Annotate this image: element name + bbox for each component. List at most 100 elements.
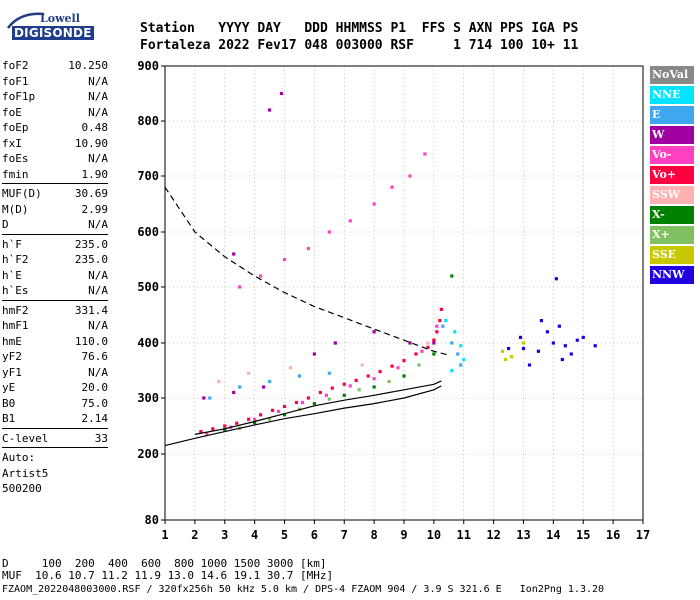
data-point — [518, 335, 523, 339]
param-separator — [2, 427, 108, 429]
data-point — [259, 274, 263, 278]
data-point — [521, 341, 526, 345]
param-label: hmF2 — [2, 303, 29, 317]
legend-entry-vo-: Vo- — [650, 146, 694, 164]
param-row: D N/A — [2, 217, 108, 233]
y-tick-label: 200 — [137, 447, 159, 461]
data-point — [199, 430, 203, 434]
param-label: fxI — [2, 136, 22, 150]
param-row: fmin 1.90 — [2, 167, 108, 183]
data-point — [348, 384, 352, 388]
param-label: M(D) — [2, 202, 29, 216]
data-point — [527, 363, 532, 367]
param-separator — [2, 299, 108, 301]
data-point — [327, 397, 331, 401]
legend-entry-noval: NoVal — [650, 66, 694, 84]
data-point — [396, 366, 400, 370]
x-tick-label: 5 — [281, 528, 288, 542]
data-point — [575, 338, 579, 342]
param-label: B1 — [2, 412, 16, 425]
param-row: hmF1 N/A — [2, 318, 108, 334]
data-point — [360, 363, 364, 367]
param-label: B0 — [2, 396, 16, 410]
data-point — [506, 346, 511, 351]
data-point — [330, 386, 334, 390]
x-tick-label: 12 — [486, 528, 500, 542]
param-row: M(D) 2.99 — [2, 202, 108, 218]
data-point — [432, 338, 436, 342]
legend-entry-ssw: SSW — [650, 186, 694, 204]
param-row: h`F 235.0 — [2, 237, 108, 253]
param-row: yF2 76.6 — [2, 349, 108, 365]
data-point — [569, 352, 573, 356]
data-point — [450, 274, 454, 278]
data-point — [267, 417, 272, 421]
data-point — [509, 355, 514, 359]
param-row: B0 75.0 — [2, 396, 108, 412]
data-point — [300, 400, 305, 405]
data-point — [402, 374, 406, 378]
lowell-digisonde-logo: Lowell DIGISONDE — [6, 10, 94, 44]
data-point — [279, 91, 284, 96]
data-point — [402, 359, 406, 363]
autoscale-text: Auto: — [2, 451, 36, 464]
param-separator — [2, 447, 108, 448]
data-point — [288, 366, 293, 370]
param-label: h`E — [2, 268, 22, 282]
legend-entry-sse: SSE — [650, 246, 694, 264]
data-point — [462, 357, 466, 362]
x-tick-label: 4 — [251, 528, 258, 542]
profile-curve — [194, 380, 442, 435]
data-point — [261, 385, 266, 389]
data-point — [441, 324, 445, 328]
param-row: foF2 10.250 — [2, 58, 108, 74]
data-point — [217, 379, 221, 384]
param-value: 33 — [94, 431, 108, 445]
data-point — [390, 185, 394, 189]
param-value: 76.6 — [81, 350, 109, 363]
param-value: N/A — [88, 218, 108, 231]
param-value: 331.4 — [74, 303, 108, 317]
x-tick-label: 9 — [400, 528, 407, 542]
data-point — [456, 352, 460, 356]
x-tick-label: 14 — [546, 528, 560, 542]
autoscale-text: Artist5 — [2, 466, 49, 480]
data-point — [205, 432, 209, 436]
y-tick-label: 900 — [137, 59, 159, 73]
param-label: yE — [2, 381, 16, 394]
data-point — [211, 427, 215, 431]
data-point — [238, 285, 242, 289]
data-point — [306, 246, 310, 251]
param-row: h`F2 235.0 — [2, 252, 108, 268]
data-point — [327, 371, 331, 375]
param-value: 10.90 — [74, 136, 108, 150]
legend-entry-vo+: Vo+ — [650, 166, 694, 184]
footer-credit: FZAOM_2022048003000.RSF / 320fx256h 50 k… — [2, 584, 605, 595]
param-label: D — [2, 218, 9, 231]
param-label: yF1 — [2, 365, 22, 379]
param-value: 235.0 — [74, 237, 108, 251]
param-row: foE N/A — [2, 105, 108, 121]
param-separator — [2, 233, 108, 235]
data-point — [435, 330, 439, 334]
data-point — [366, 374, 370, 378]
legend-entry-nne: NNE — [650, 86, 694, 104]
data-point — [348, 219, 352, 223]
x-tick-label: 1 — [161, 528, 168, 542]
data-point — [387, 379, 391, 384]
x-tick-label: 8 — [371, 528, 378, 542]
y-tick-label: 700 — [137, 169, 159, 183]
param-value: N/A — [88, 105, 108, 119]
param-row: C-level 33 — [2, 431, 108, 447]
param-row: yE 20.0 — [2, 380, 108, 396]
param-value: N/A — [88, 74, 108, 88]
data-point — [357, 388, 361, 392]
legend-entry-x-: X- — [650, 206, 694, 224]
data-point — [232, 252, 236, 256]
data-point — [202, 396, 206, 400]
muf-dashed-curve — [164, 186, 449, 356]
param-row: foEs N/A — [2, 151, 108, 167]
param-row: fxI 10.90 — [2, 136, 108, 152]
autoscale-text: 500200 — [2, 482, 42, 495]
